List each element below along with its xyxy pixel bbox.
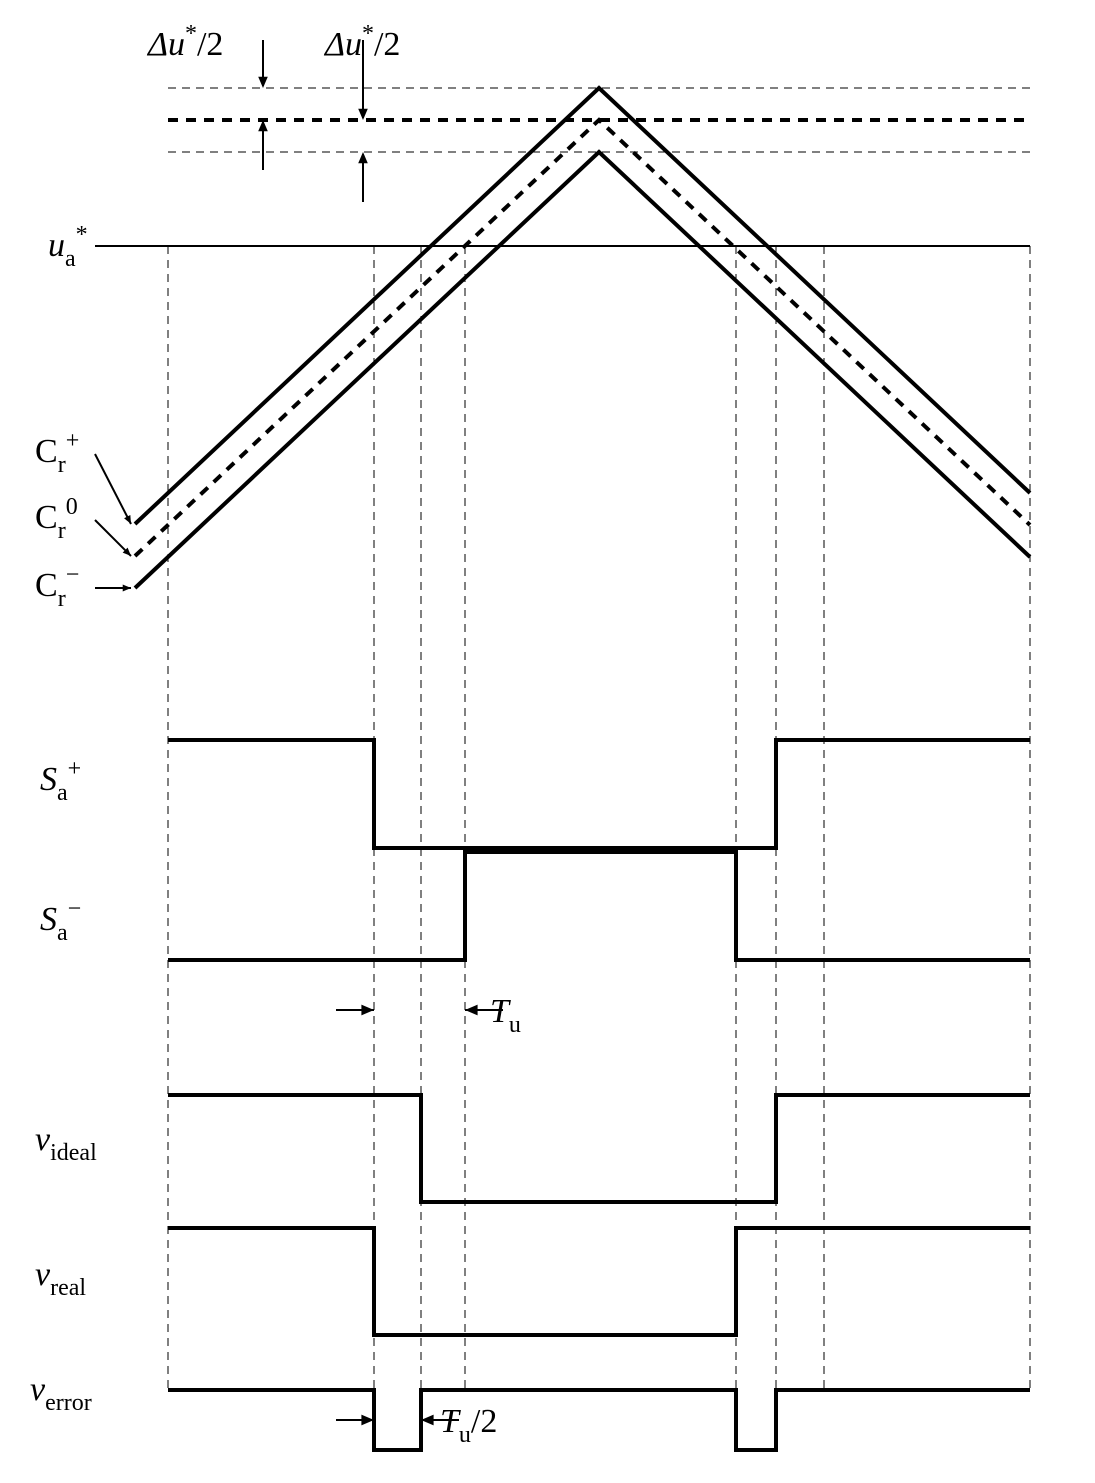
- pwm-deadtime-diagram: Δu*/2 Δu*/2 ua* Cr+ Cr0 Cr− Sa+ Sa− Tu videal vrea…: [0, 0, 1095, 1483]
- svg-text:Cr0: Cr0: [35, 494, 78, 544]
- svg-text:vreal: vreal: [35, 1256, 86, 1301]
- svg-text:Sa−: Sa−: [40, 896, 81, 946]
- svg-text:Tu: Tu: [490, 993, 521, 1038]
- svg-text:Tu/2: Tu/2: [440, 1403, 497, 1448]
- svg-text:Cr+: Cr+: [35, 428, 79, 478]
- svg-text:Δu*/2: Δu*/2: [146, 21, 223, 63]
- svg-text:verror: verror: [30, 1371, 92, 1416]
- svg-text:Cr−: Cr−: [35, 562, 79, 612]
- svg-text:Sa+: Sa+: [40, 756, 81, 806]
- svg-text:ua*: ua*: [48, 222, 88, 272]
- svg-text:Δu*/2: Δu*/2: [323, 21, 400, 63]
- svg-text:videal: videal: [35, 1121, 97, 1166]
